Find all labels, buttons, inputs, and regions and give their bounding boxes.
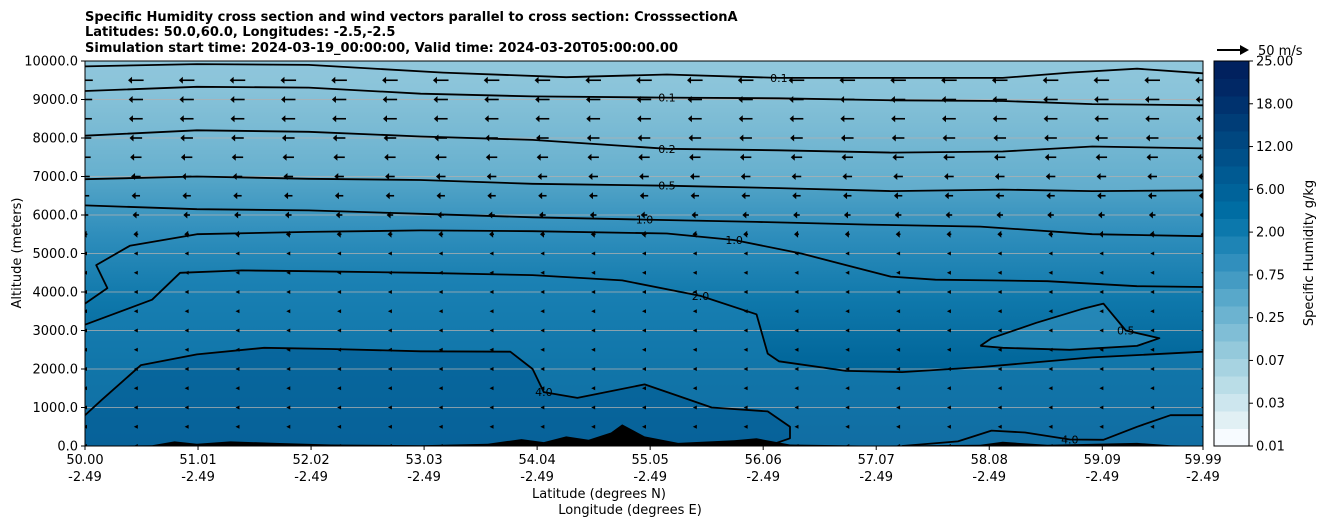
- x-tick-label-lon-9: -2.49: [1085, 470, 1119, 485]
- colorbar-segment-0: [1214, 429, 1249, 447]
- y-tick-label-9: 9000.0: [33, 93, 79, 108]
- colorbar-segment-15: [1214, 166, 1249, 184]
- colorbar-tick-label-2: 0.07: [1256, 354, 1285, 369]
- x-tick-label-lat-0: 50.00: [66, 453, 103, 468]
- wind-vector-head: [77, 77, 81, 84]
- x-tick-label-lat-4: 54.04: [519, 453, 556, 468]
- x-axis-label-longitude: Longitude (degrees E): [558, 503, 702, 518]
- y-tick-label-5: 5000.0: [33, 247, 79, 262]
- colorbar-segment-10: [1214, 254, 1249, 272]
- contour-label-3: 0.5: [658, 180, 676, 193]
- x-tick-label-lon-2: -2.49: [294, 470, 328, 485]
- x-tick-label-lon-0: -2.49: [68, 470, 102, 485]
- x-tick-label-lon-7: -2.49: [859, 470, 893, 485]
- y-tick-label-8: 8000.0: [33, 132, 79, 147]
- chart-title-line-3: Simulation start time: 2024-03-19_00:00:…: [85, 41, 678, 56]
- colorbar-segment-16: [1214, 149, 1249, 167]
- chart-title-line-1: Specific Humidity cross section and wind…: [85, 10, 738, 25]
- y-tick-label-7: 7000.0: [33, 170, 79, 185]
- colorbar-tick-label-9: 25.00: [1256, 55, 1293, 70]
- colorbar-segment-19: [1214, 96, 1249, 114]
- colorbar-tick-label-8: 18.00: [1256, 97, 1293, 112]
- x-tick-label-lon-3: -2.49: [407, 470, 441, 485]
- colorbar-segment-13: [1214, 201, 1249, 219]
- x-tick-label-lat-6: 56.06: [745, 453, 782, 468]
- colorbar-tick-label-4: 0.75: [1256, 268, 1285, 283]
- colorbar: 0.01 0.03 0.07 0.25 0.75 2.00 6.00 12.00 18.00 25…: [1214, 55, 1293, 455]
- x-tick-label-lon-4: -2.49: [520, 470, 554, 485]
- y-tick-label-3: 3000.0: [33, 324, 79, 339]
- colorbar-segment-3: [1214, 376, 1249, 394]
- colorbar-segment-4: [1214, 359, 1249, 377]
- x-tick-label-lat-2: 52.02: [292, 453, 329, 468]
- x-axis: 50.00 -2.49 51.01 -2.49 52.02 -2.49 53.03 -2.49…: [66, 446, 1221, 485]
- y-tick-label-1: 1000.0: [33, 401, 79, 416]
- colorbar-tick-label-7: 12.00: [1256, 140, 1293, 155]
- humidity-cross-section-chart: Specific Humidity cross section and wind…: [0, 0, 1326, 526]
- y-axis-label: Altitude (meters): [10, 198, 25, 309]
- quiver-key-arrowhead: [1240, 45, 1249, 55]
- contour-label-7: 0.5: [1117, 325, 1135, 338]
- x-axis-label-latitude: Latitude (degrees N): [532, 487, 666, 502]
- wind-vector-head: [81, 192, 85, 199]
- wind-vector-head: [79, 154, 83, 161]
- colorbar-tick-label-3: 0.25: [1256, 311, 1285, 326]
- contour-label-2: 0.2: [658, 143, 676, 156]
- colorbar-segment-1: [1214, 411, 1249, 429]
- y-tick-label-4: 4000.0: [33, 286, 79, 301]
- colorbar-tick-label-5: 2.00: [1256, 226, 1285, 241]
- colorbar-tick-label-0: 0.01: [1256, 440, 1285, 455]
- x-tick-label-lon-10: -2.49: [1186, 470, 1220, 485]
- wind-vector-head: [78, 115, 82, 122]
- colorbar-segment-2: [1214, 394, 1249, 412]
- chart-title-line-2: Latitudes: 50.0,60.0, Longitudes: -2.5,-…: [85, 25, 395, 40]
- colorbar-segment-5: [1214, 341, 1249, 359]
- colorbar-segment-21: [1214, 61, 1249, 79]
- colorbar-segment-9: [1214, 271, 1249, 289]
- contour-label-1: 0.1: [658, 92, 676, 105]
- colorbar-segment-17: [1214, 131, 1249, 149]
- contour-label-5: 1.0: [725, 234, 743, 247]
- colorbar-segment-8: [1214, 289, 1249, 307]
- colorbar-segment-20: [1214, 79, 1249, 97]
- x-tick-label-lat-7: 57.07: [858, 453, 895, 468]
- colorbar-tick-label-6: 6.00: [1256, 183, 1285, 198]
- contour-label-0: 0.1: [770, 72, 788, 85]
- y-tick-label-10: 10000.0: [24, 55, 78, 70]
- x-tick-label-lat-1: 51.01: [179, 453, 216, 468]
- contour-label-9: 4.0: [1061, 433, 1079, 446]
- colorbar-segment-14: [1214, 184, 1249, 202]
- y-tick-label-6: 6000.0: [33, 209, 79, 224]
- colorbar-segment-12: [1214, 219, 1249, 237]
- colorbar-segment-6: [1214, 324, 1249, 342]
- y-axis: 0.01000.02000.03000.04000.05000.06000.07…: [24, 55, 85, 455]
- x-tick-label-lat-5: 55.05: [632, 453, 669, 468]
- x-tick-label-lat-9: 59.09: [1084, 453, 1121, 468]
- plot-area: 0.10.10.20.51.01.02.00.54.04.0: [77, 61, 1211, 448]
- x-tick-label-lon-6: -2.49: [746, 470, 780, 485]
- colorbar-tick-label-1: 0.03: [1256, 397, 1285, 412]
- colorbar-segment-18: [1214, 114, 1249, 132]
- x-tick-label-lon-5: -2.49: [633, 470, 667, 485]
- colorbar-segment-7: [1214, 306, 1249, 324]
- y-tick-label-2: 2000.0: [33, 363, 79, 378]
- x-tick-label-lon-1: -2.49: [181, 470, 215, 485]
- x-tick-label-lat-8: 58.08: [971, 453, 1008, 468]
- x-tick-label-lon-8: -2.49: [972, 470, 1006, 485]
- x-tick-label-lat-10: 59.99: [1184, 453, 1221, 468]
- colorbar-segment-11: [1214, 236, 1249, 254]
- x-tick-label-lat-3: 53.03: [405, 453, 442, 468]
- colorbar-label: Specific Humidity g/kg: [1302, 180, 1317, 326]
